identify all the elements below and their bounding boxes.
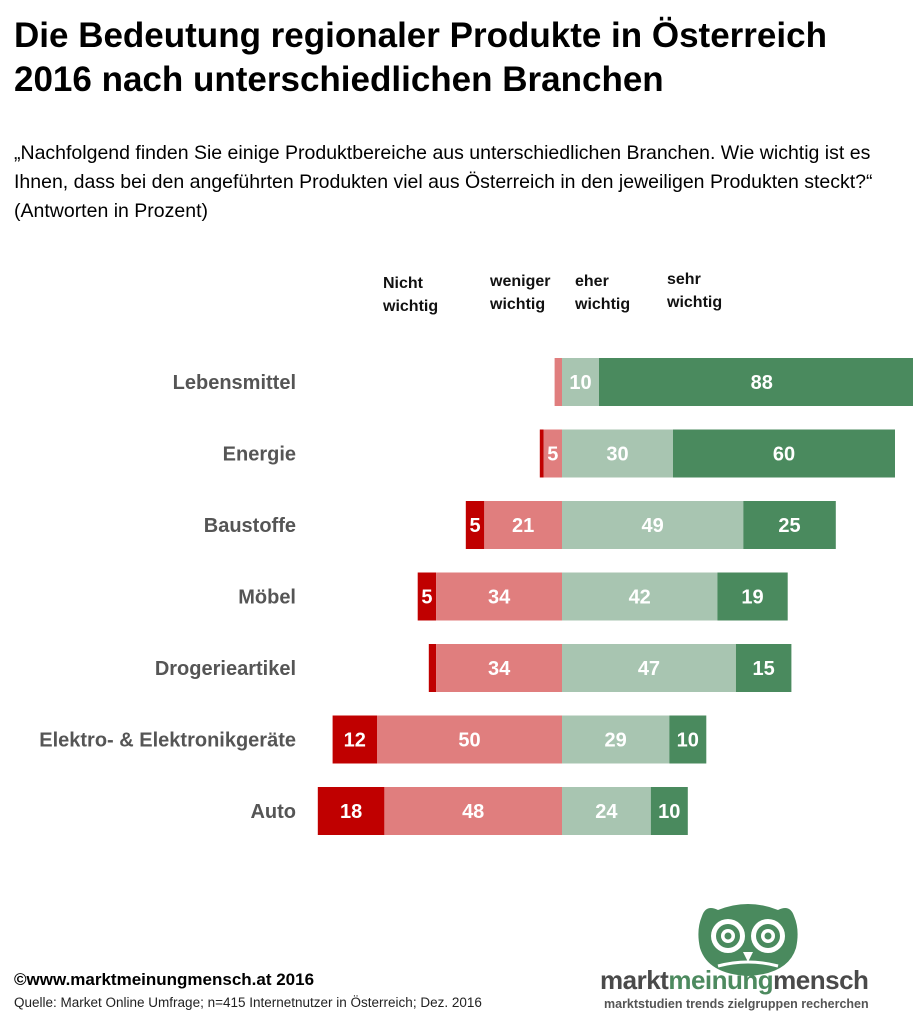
data-label: 15	[753, 658, 775, 680]
bar-segment-sehr-wichtig	[669, 715, 707, 764]
bar-segment-nicht-wichtig	[417, 572, 437, 621]
owl-icon	[698, 904, 798, 976]
category-label: Auto	[250, 801, 296, 823]
brand-logo: marktmeinungmensch marktstudien trends z…	[600, 895, 900, 1015]
bar-segment-eher-wichtig	[562, 715, 670, 764]
bar-segment-sehr-wichtig	[717, 572, 788, 621]
bar-segment-nicht-wichtig	[317, 787, 385, 835]
column-header-line: eher	[575, 273, 609, 290]
bar-segment-sehr-wichtig	[673, 429, 895, 478]
data-label: 50	[458, 730, 480, 752]
category-label: Drogerieartikel	[155, 658, 296, 680]
chart-subtitle: „Nachfolgend finden Sie einige Produktbe…	[14, 142, 873, 222]
column-header-eher-wichtig: eher wichtig	[575, 270, 630, 316]
column-header-line: sehr	[667, 271, 701, 288]
data-label: 49	[642, 515, 664, 537]
bar-segment-weniger-wichtig	[436, 644, 562, 692]
column-header-line: Nicht	[383, 275, 423, 292]
data-label: 5	[547, 444, 558, 466]
category-label: Energie	[223, 444, 296, 466]
bar-segment-weniger-wichtig	[543, 429, 562, 478]
bar-segment-sehr-wichtig	[735, 644, 792, 692]
column-header-line: wichtig	[575, 296, 631, 313]
logo-word-mensch: mensch	[773, 965, 869, 995]
title-line-2: 2016 nach unterschiedlichen Branchen	[14, 60, 664, 99]
data-label: 18	[340, 801, 362, 823]
bar-segment-nicht-wichtig	[428, 644, 437, 692]
data-label: 10	[658, 801, 680, 823]
data-label: 88	[751, 372, 773, 394]
category-label: Lebensmittel	[173, 372, 296, 394]
column-header-line: wichtig	[490, 296, 546, 313]
column-header-line: wichtig	[383, 298, 439, 315]
bar-segment-nicht-wichtig	[539, 429, 544, 478]
copyright-text: ©www.marktmeinungmensch.at 2016	[14, 970, 315, 989]
data-label: 48	[462, 801, 484, 823]
data-label: 5	[469, 515, 480, 537]
bar-segment-weniger-wichtig	[384, 787, 562, 835]
bar-segment-eher-wichtig	[562, 501, 744, 549]
data-label: 29	[605, 730, 627, 752]
data-label: 10	[677, 730, 699, 752]
bar-segment-sehr-wichtig	[743, 501, 836, 549]
logo-word-meinung: meinung	[668, 965, 774, 995]
data-label: 60	[773, 444, 795, 466]
data-label: 12	[344, 730, 366, 752]
bar-segment-eher-wichtig	[562, 358, 599, 406]
column-header-sehr-wichtig: sehr wichtig	[667, 268, 722, 314]
category-label: Elektro- & Elektronikgeräte	[39, 730, 296, 752]
bar-segment-weniger-wichtig	[436, 572, 562, 621]
data-label: 25	[778, 515, 800, 537]
data-label: 5	[421, 587, 432, 609]
data-label: 47	[638, 658, 660, 680]
bar-segment-eher-wichtig	[562, 644, 736, 692]
data-label: 21	[512, 515, 534, 537]
data-label: 24	[595, 801, 618, 823]
logo-word-markt: markt	[600, 965, 669, 995]
data-label: 42	[629, 587, 651, 609]
bar-segment-nicht-wichtig	[332, 715, 377, 764]
logo-wordmark: marktmeinungmensch	[600, 965, 900, 996]
bar-segment-sehr-wichtig	[599, 358, 913, 406]
column-header-line: weniger	[490, 273, 551, 290]
data-label: 34	[488, 658, 511, 680]
bar-segment-eher-wichtig	[562, 429, 673, 478]
diverging-bar-chart: Lebensmittel 10 88 Energie 5 30 60 Baustoffe 5 21…	[39, 358, 913, 835]
bar-segment-eher-wichtig	[562, 572, 718, 621]
title-line-1: Die Bedeutung regionaler Produkte in Öst…	[14, 16, 827, 55]
data-label: 34	[488, 587, 511, 609]
column-header-weniger-wichtig: weniger wichtig	[490, 270, 550, 316]
category-label: Möbel	[238, 587, 296, 609]
source-text: Quelle: Market Online Umfrage; n=415 Int…	[14, 995, 482, 1010]
data-label: 30	[606, 444, 628, 466]
bar-segment-eher-wichtig	[562, 787, 651, 835]
bar-segment-weniger-wichtig	[554, 358, 562, 406]
bar-segment-nicht-wichtig	[465, 501, 485, 549]
logo-tagline: marktstudien trends zielgruppen recherch…	[604, 997, 869, 1011]
bar-segment-weniger-wichtig	[484, 501, 562, 549]
bar-segment-sehr-wichtig	[650, 787, 688, 835]
column-header-nicht-wichtig: Nicht wichtig	[383, 272, 438, 318]
data-label: 10	[569, 372, 591, 394]
category-label: Baustoffe	[204, 515, 296, 537]
data-label: 19	[741, 587, 763, 609]
column-header-line: wichtig	[667, 294, 723, 311]
chart-title: Die Bedeutung regionaler Produkte in Öst…	[14, 14, 904, 102]
bar-segment-weniger-wichtig	[377, 715, 562, 764]
